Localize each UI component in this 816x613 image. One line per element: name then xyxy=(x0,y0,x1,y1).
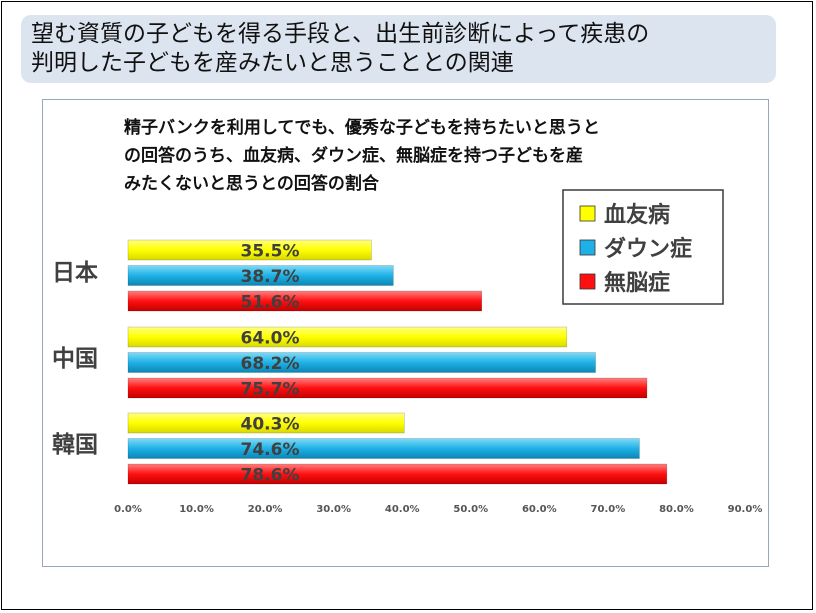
x-tick-label: 20.0% xyxy=(248,504,283,515)
x-tick-label: 90.0% xyxy=(728,504,763,515)
data-label-0-2: 51.6% xyxy=(241,293,300,313)
data-label-1-1: 68.2% xyxy=(241,354,300,374)
bar-0-0 xyxy=(127,239,372,261)
x-tick-label: 10.0% xyxy=(179,504,214,515)
data-label-2-1: 74.6% xyxy=(241,440,300,460)
x-tick-label: 50.0% xyxy=(453,504,488,515)
bar-2-1 xyxy=(127,438,640,459)
slide-title-line-2: 判明した子どもを産みたいと思うこととの関連 xyxy=(31,50,514,76)
legend-label-2: 無脳症 xyxy=(604,270,670,296)
legend-swatch-2 xyxy=(579,273,596,290)
category-label-2: 韓国 xyxy=(52,431,98,458)
bar-0-1 xyxy=(127,265,394,286)
chart-title-line-1: 精子バンクを利用してでも、優秀な子どもを持ちたいと思うと xyxy=(124,118,600,138)
x-tick-label: 70.0% xyxy=(591,504,626,515)
x-tick-label: 40.0% xyxy=(385,504,420,515)
legend-label-0: 血友病 xyxy=(604,202,670,228)
bar-2-2 xyxy=(127,463,668,485)
legend-swatch-0 xyxy=(579,205,596,222)
x-tick-label: 60.0% xyxy=(522,504,557,515)
category-label-1: 中国 xyxy=(52,346,98,372)
x-tick-label: 0.0% xyxy=(114,504,142,515)
data-label-2-0: 40.3% xyxy=(241,415,300,435)
bar-1-2 xyxy=(127,377,648,399)
bar-2-0 xyxy=(127,412,405,434)
bar-0-2 xyxy=(127,290,483,312)
data-label-2-2: 78.6% xyxy=(241,466,300,486)
data-label-1-0: 64.0% xyxy=(241,329,300,349)
data-label-0-0: 35.5% xyxy=(241,242,300,262)
category-label-0: 日本 xyxy=(52,260,98,286)
data-label-1-2: 75.7% xyxy=(241,380,300,400)
bar-1-1 xyxy=(127,352,596,373)
slide-title-line-1: 望む資質の子どもを得る手段と、出生前診断によって疾患の xyxy=(31,21,650,47)
slide-title: 望む資質の子どもを得る手段と、出生前診断によって疾患の 判明した子どもを産みたい… xyxy=(21,15,776,83)
x-tick-label: 30.0% xyxy=(316,504,351,515)
data-label-0-1: 38.7% xyxy=(241,267,300,287)
bar-1-0 xyxy=(127,326,568,348)
legend-swatch-1 xyxy=(579,239,596,256)
chart-title-line-3: みたくないと思うとの回答の割合 xyxy=(124,174,379,194)
legend-label-1: ダウン症 xyxy=(604,236,692,262)
x-tick-label: 80.0% xyxy=(659,504,694,515)
chart-title-line-2: の回答のうち、血友病、ダウン症、無脳症を持つ子どもを産 xyxy=(124,146,583,166)
